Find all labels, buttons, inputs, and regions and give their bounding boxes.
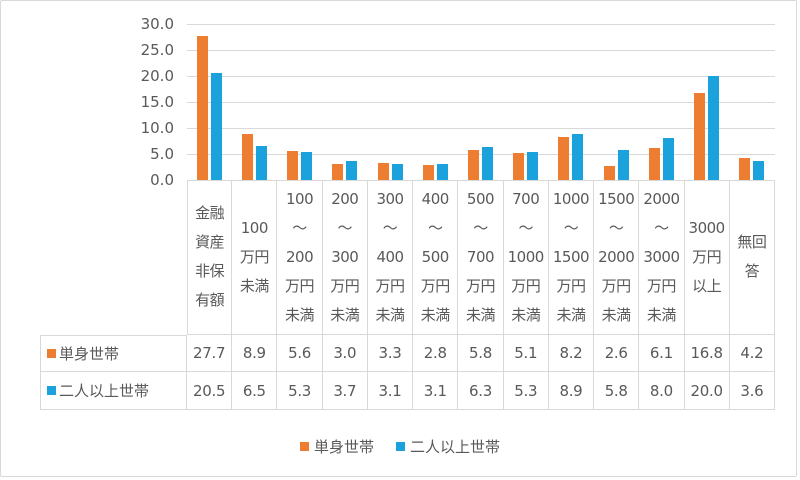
bar-multi-household	[572, 134, 583, 180]
table-value-cell: 8.9	[548, 372, 595, 410]
bar-single-household	[558, 137, 569, 180]
legend-label: 二人以上世帯	[410, 438, 501, 456]
y-axis-tick-label: 10.0	[140, 119, 174, 137]
gridline	[187, 154, 775, 155]
table-value-cell: 8.0	[639, 372, 685, 410]
bar-multi-household	[211, 73, 222, 180]
table-value-cell: 8.9	[232, 335, 278, 372]
table-category-header: 700 〜 1000 万円 未満	[503, 180, 549, 335]
bar-single-household	[513, 153, 524, 180]
y-axis-tick-label: 15.0	[140, 93, 174, 111]
y-axis-tick-label: 25.0	[140, 41, 174, 59]
table-value-cell: 2.6	[594, 335, 640, 372]
bar-single-household	[423, 165, 434, 180]
table-value-cell: 6.3	[458, 372, 504, 410]
table-category-header: 300 〜 400 万円 未満	[367, 180, 414, 335]
bar-multi-household	[663, 138, 674, 180]
bar-single-household	[378, 163, 389, 180]
y-axis-tick-label: 30.0	[140, 15, 174, 33]
table-value-cell: 4.2	[729, 335, 775, 372]
gridline	[187, 128, 775, 129]
bar-single-household	[739, 158, 750, 180]
table-value-cell: 3.6	[729, 372, 775, 410]
bar-single-household	[604, 166, 615, 180]
orange-swatch-icon	[47, 349, 56, 358]
bar-single-household	[649, 148, 660, 180]
bar-multi-household	[392, 164, 403, 180]
bar-multi-household	[527, 152, 538, 180]
table-value-cell: 5.3	[503, 372, 549, 410]
table-category-header: 1500 〜 2000 万円 未満	[594, 180, 640, 335]
gridline	[187, 102, 775, 103]
gridline	[187, 50, 775, 51]
bar-multi-household	[708, 76, 719, 180]
bar-multi-household	[346, 161, 357, 180]
table-category-header: 100 〜 200 万円 未満	[277, 180, 323, 335]
table-value-cell: 2.8	[413, 335, 459, 372]
chart-legend: 単身世帯 二人以上世帯	[0, 436, 800, 457]
bar-single-household	[287, 151, 298, 180]
gridline	[187, 180, 775, 181]
series-name: 二人以上世帯	[59, 382, 150, 400]
table-value-cell: 3.7	[322, 372, 368, 410]
table-value-cell: 5.3	[277, 372, 323, 410]
bar-single-household	[332, 164, 343, 180]
bar-multi-household	[437, 164, 448, 180]
table-category-header: 500 〜 700 万円 未満	[458, 180, 504, 335]
y-axis-tick-label: 5.0	[150, 145, 174, 163]
bar-single-household	[468, 150, 479, 180]
bar-multi-household	[618, 150, 629, 180]
table-category-header: 3000 万円 以上	[684, 180, 730, 335]
table-category-header: 無回 答	[729, 180, 775, 335]
table-value-cell: 3.1	[413, 372, 459, 410]
y-axis-tick-label: 20.0	[140, 67, 174, 85]
bar-multi-household	[753, 161, 764, 180]
bar-single-household	[242, 134, 253, 180]
legend-swatch-orange	[299, 442, 309, 451]
bar-single-household	[694, 93, 705, 180]
table-category-header: 金融 資産 非保 有額	[187, 180, 233, 335]
table-value-cell: 5.8	[458, 335, 504, 372]
table-value-cell: 3.3	[367, 335, 414, 372]
table-value-cell: 16.8	[684, 335, 730, 372]
table-category-header: 200 〜 300 万円 未満	[322, 180, 368, 335]
gridline	[187, 24, 775, 25]
table-category-header: 2000 〜 3000 万円 未満	[639, 180, 685, 335]
series-name: 単身世帯	[59, 345, 120, 363]
y-axis-tick-label: 0.0	[150, 171, 174, 189]
bar-multi-household	[301, 152, 312, 180]
table-value-cell: 3.0	[322, 335, 368, 372]
table-series-label: 二人以上世帯	[40, 372, 187, 410]
legend-swatch-blue	[396, 442, 405, 451]
table-value-cell: 27.7	[187, 335, 233, 372]
table-value-cell: 3.1	[367, 372, 414, 410]
bar-multi-household	[256, 146, 267, 180]
legend-item-single: 単身世帯	[299, 436, 374, 457]
table-value-cell: 20.0	[684, 372, 730, 410]
bar-multi-household	[482, 147, 493, 180]
table-value-cell: 8.2	[548, 335, 595, 372]
legend-label: 単身世帯	[313, 438, 374, 456]
table-value-cell: 6.1	[639, 335, 685, 372]
table-category-header: 100 万円 未満	[232, 180, 278, 335]
table-category-header: 400 〜 500 万円 未満	[413, 180, 459, 335]
table-series-label: 単身世帯	[40, 335, 187, 372]
blue-swatch-icon	[47, 386, 56, 395]
table-value-cell: 5.1	[503, 335, 549, 372]
gridline	[187, 76, 775, 77]
table-value-cell: 6.5	[232, 372, 278, 410]
table-value-cell: 5.8	[594, 372, 640, 410]
legend-item-multi: 二人以上世帯	[396, 436, 500, 457]
table-value-cell: 20.5	[187, 372, 233, 410]
table-value-cell: 5.6	[277, 335, 323, 372]
bar-single-household	[197, 36, 208, 180]
table-category-header: 1000 〜 1500 万円 未満	[548, 180, 595, 335]
